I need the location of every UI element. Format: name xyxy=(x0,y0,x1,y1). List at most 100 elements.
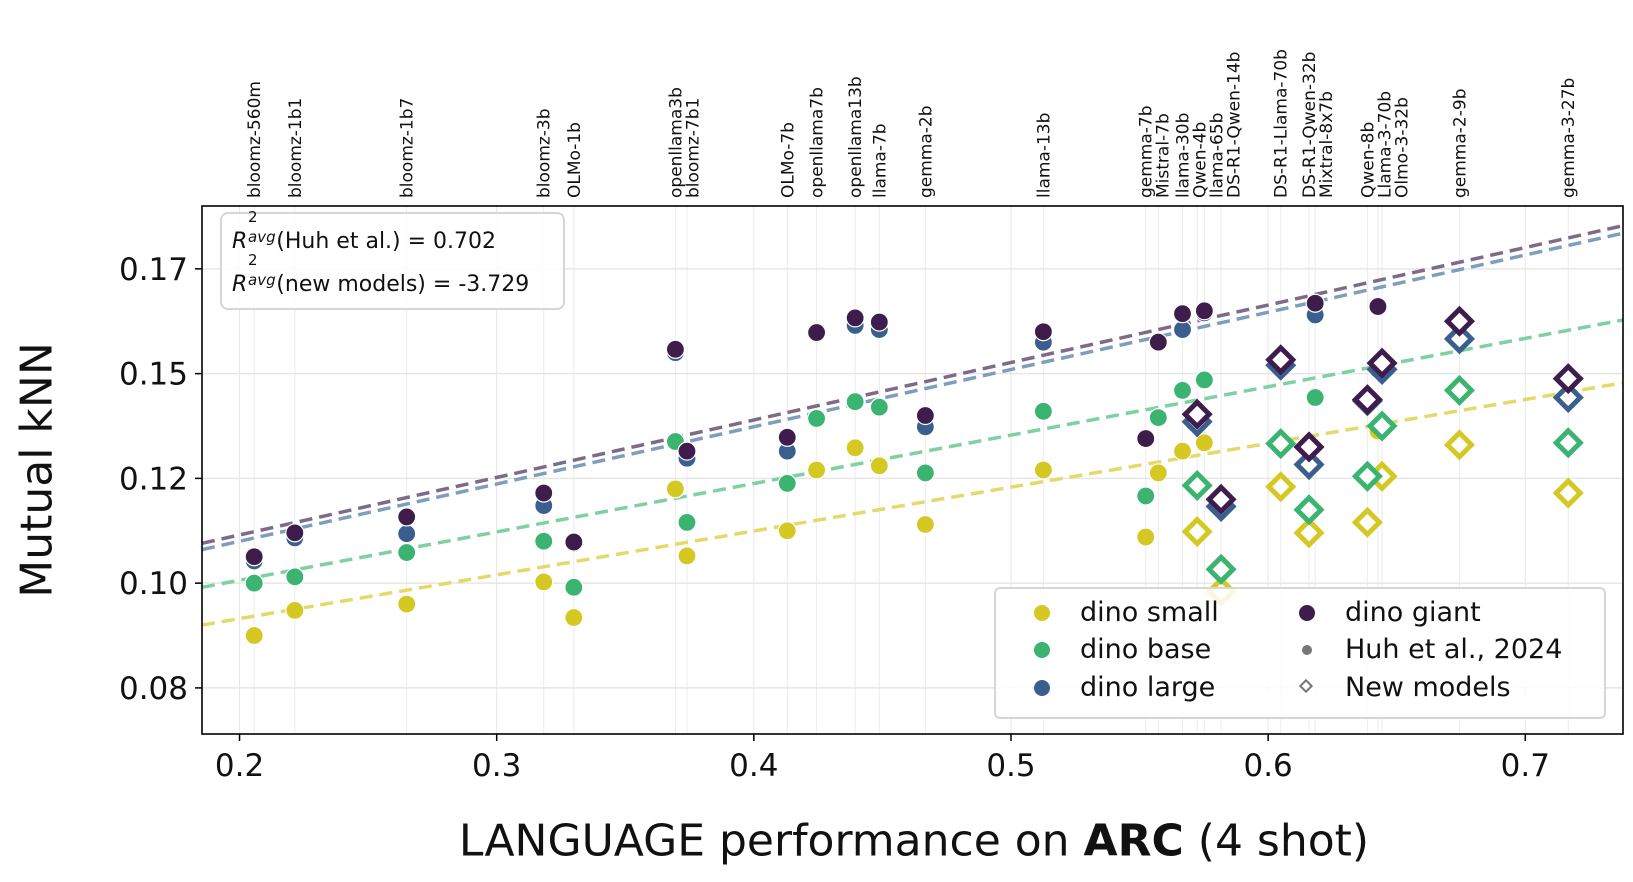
plot-frame xyxy=(201,205,1624,735)
diamond-giant xyxy=(1443,305,1475,337)
point-small xyxy=(534,572,554,592)
r2-huh-text: (Huh et al.) = 0.702 xyxy=(276,229,497,254)
point-giant xyxy=(564,532,584,552)
data-points xyxy=(244,293,1584,646)
point-small xyxy=(1194,433,1214,453)
diamond-small xyxy=(1443,429,1475,461)
x-axis-label: LANGUAGE performance on ARC (4 shot) xyxy=(459,816,1369,867)
model-label: llama-13b xyxy=(1034,113,1054,198)
model-label: gemma-3-27b xyxy=(1559,78,1579,198)
point-small xyxy=(845,438,865,458)
point-giant xyxy=(534,483,554,503)
legend-label: dino giant xyxy=(1345,597,1481,628)
r2-annotation-box: R 2 avg (Huh et al.) = 0.702 R 2 avg (new mo… xyxy=(220,208,565,310)
point-base xyxy=(397,542,417,563)
legend-label: dino base xyxy=(1080,634,1212,665)
diamond-giant xyxy=(1265,344,1297,376)
model-label: llama-65b xyxy=(1208,113,1228,198)
diamond-giant xyxy=(1351,384,1383,416)
point-base xyxy=(1172,380,1193,400)
point-giant xyxy=(869,312,889,332)
model-label: OLMo-7b xyxy=(778,122,798,198)
legend-label: dino large xyxy=(1080,672,1216,703)
x-tick-label: 0.5 xyxy=(986,748,1035,784)
point-base xyxy=(244,573,264,593)
legend-marker-diamond xyxy=(1298,678,1314,694)
diamond-small xyxy=(1181,516,1213,548)
point-giant xyxy=(1136,428,1156,449)
point-small xyxy=(677,546,697,566)
r2-huh-line: R 2 avg (Huh et al.) = 0.702 xyxy=(232,208,563,263)
legend-label: dino small xyxy=(1080,597,1219,628)
point-small xyxy=(915,514,935,535)
diamond-giant xyxy=(1366,347,1398,379)
model-label: llama-30b xyxy=(1174,113,1194,198)
y-tick-label: 0.17 xyxy=(119,252,188,288)
point-giant xyxy=(677,441,697,461)
model-label: Llama-3-70b xyxy=(1375,91,1395,198)
model-label: Olmo-3-32b xyxy=(1392,97,1412,198)
diamond-giant xyxy=(1181,398,1213,430)
point-small xyxy=(1172,441,1193,461)
model-label: OLMo-1b xyxy=(565,122,585,198)
point-giant xyxy=(665,339,686,359)
point-base xyxy=(845,392,865,412)
legend-marker-circle xyxy=(1034,680,1050,696)
point-small xyxy=(397,594,417,614)
x-tick-label: 0.3 xyxy=(472,748,521,784)
legend-marker-circle xyxy=(1034,642,1050,658)
point-giant xyxy=(1172,304,1193,324)
y-tick-label: 0.15 xyxy=(119,357,188,393)
axes: 0.2 0.3 0.4 0.5 0.6 0.7 0.08 0.10 0.12 0.15 0.17 xyxy=(119,252,1550,784)
diamond-large xyxy=(1443,323,1475,355)
point-giant xyxy=(285,523,305,543)
diamond-small xyxy=(1265,471,1297,503)
legend-marker-small-circle xyxy=(1302,645,1312,655)
point-base xyxy=(285,567,305,587)
fit-line-large xyxy=(201,231,1624,552)
point-giant xyxy=(777,427,797,447)
model-label: gemma-2-9b xyxy=(1450,89,1470,198)
y-axis-label: Mutual kNN xyxy=(11,342,63,598)
diamond-giant xyxy=(1293,431,1325,463)
diamond-base xyxy=(1181,469,1213,502)
point-base xyxy=(1136,486,1156,506)
point-giant xyxy=(244,547,264,567)
model-label: bloomz-7b1 xyxy=(683,98,703,198)
x-tick-label: 0.7 xyxy=(1501,748,1550,784)
point-base xyxy=(1305,387,1325,408)
legend-marker-circle xyxy=(1034,605,1050,621)
model-label: openllama3b xyxy=(666,87,686,198)
r2-symbol: R 2 avg xyxy=(232,208,276,255)
point-small xyxy=(285,600,305,620)
point-small xyxy=(1148,463,1168,483)
model-label: Mixtral-8x7b xyxy=(1317,91,1337,198)
diamond-base xyxy=(1351,460,1383,492)
x-label-bold: ARC xyxy=(1083,815,1184,867)
model-label: gemma-7b xyxy=(1137,105,1157,198)
model-label: DS-R1-Llama-70b xyxy=(1272,49,1292,198)
x-tick-label: 0.4 xyxy=(729,748,778,784)
diamond-base xyxy=(1552,427,1584,459)
point-base xyxy=(869,397,889,417)
model-label: bloomz-560m xyxy=(245,81,265,198)
point-base xyxy=(1194,370,1214,390)
point-small xyxy=(1033,460,1053,480)
model-label: bloomz-1b7 xyxy=(398,98,418,198)
diamond-base xyxy=(1265,428,1297,460)
point-giant xyxy=(1148,332,1168,352)
point-small xyxy=(1136,527,1156,547)
y-tick-label: 0.10 xyxy=(119,566,188,602)
point-large xyxy=(1172,320,1193,340)
model-label: llama-7b xyxy=(870,123,890,198)
point-giant xyxy=(397,507,417,527)
r2-new-line: R 2 avg (new models) = -3.729 xyxy=(232,253,563,306)
x-tick-label: 0.6 xyxy=(1243,748,1292,784)
diamond-giant xyxy=(1552,363,1584,395)
point-small xyxy=(806,460,827,480)
model-label: openllama7b xyxy=(808,87,828,198)
point-giant xyxy=(915,405,935,426)
point-base xyxy=(534,531,554,551)
diamond-base xyxy=(1443,374,1475,406)
